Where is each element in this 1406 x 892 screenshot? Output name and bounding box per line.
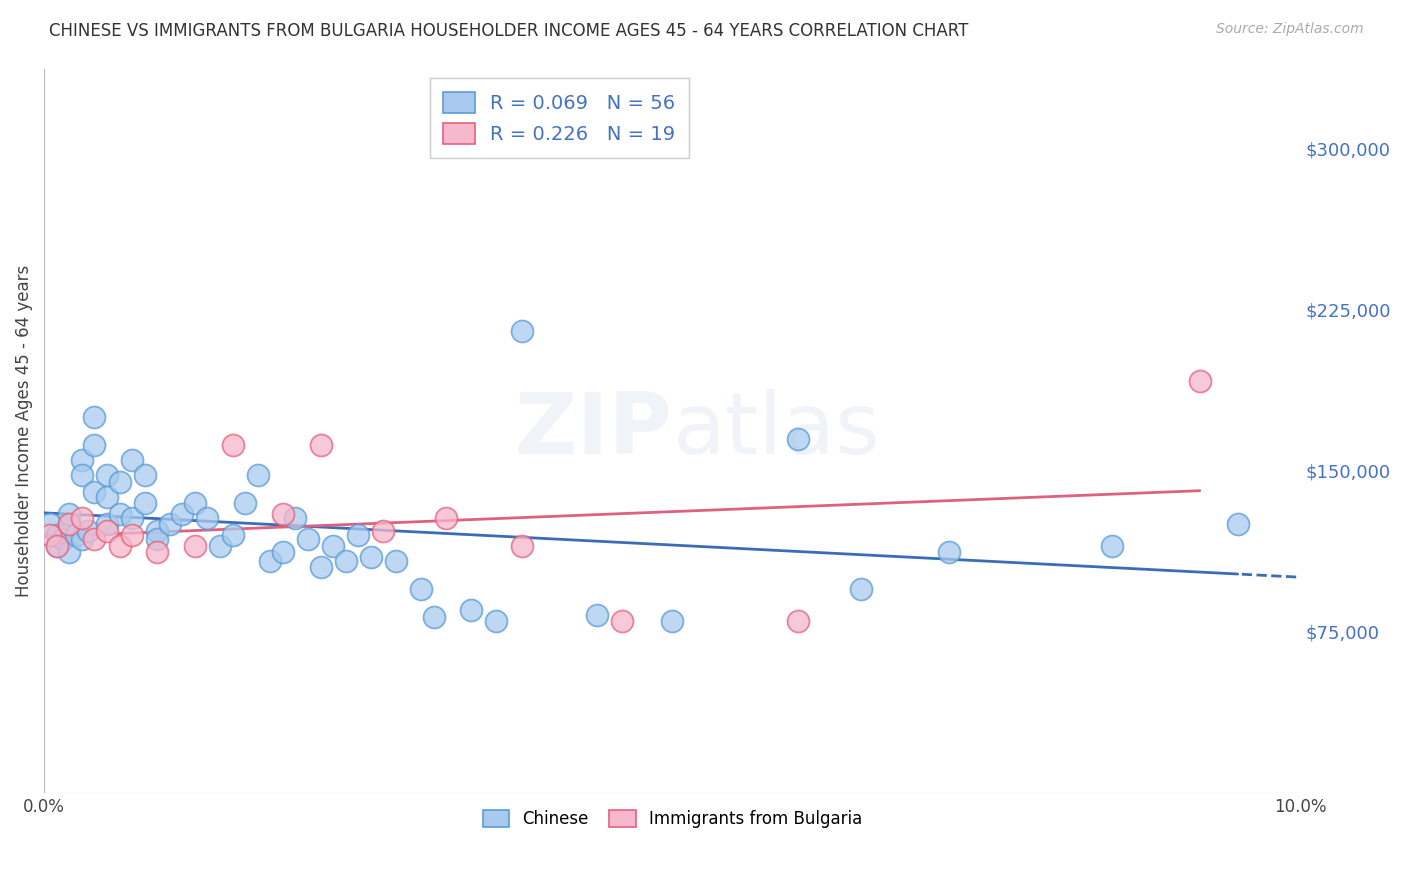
Point	[83, 533, 105, 547]
Point	[58, 507, 80, 521]
Point	[259, 554, 281, 568]
Point	[485, 614, 508, 628]
Point	[586, 607, 609, 622]
Point	[385, 554, 408, 568]
Point	[121, 528, 143, 542]
Point	[661, 614, 683, 628]
Point	[45, 528, 67, 542]
Point	[271, 545, 294, 559]
Point	[77, 524, 100, 538]
Point	[70, 453, 93, 467]
Point	[271, 507, 294, 521]
Point	[108, 539, 131, 553]
Point	[297, 533, 319, 547]
Point	[422, 609, 444, 624]
Point	[347, 528, 370, 542]
Point	[39, 528, 62, 542]
Point	[52, 533, 75, 547]
Point	[70, 533, 93, 547]
Point	[1189, 374, 1212, 388]
Point	[58, 517, 80, 532]
Point	[460, 603, 482, 617]
Point	[787, 614, 810, 628]
Point	[510, 324, 533, 338]
Point	[184, 496, 207, 510]
Point	[1226, 517, 1249, 532]
Point	[121, 511, 143, 525]
Point	[610, 614, 633, 628]
Point	[849, 582, 872, 596]
Point	[70, 511, 93, 525]
Point	[45, 539, 67, 553]
Point	[96, 468, 118, 483]
Text: atlas: atlas	[672, 389, 880, 472]
Point	[434, 511, 457, 525]
Point	[322, 539, 344, 553]
Point	[309, 438, 332, 452]
Point	[39, 517, 62, 532]
Legend: Chinese, Immigrants from Bulgaria: Chinese, Immigrants from Bulgaria	[475, 804, 869, 835]
Point	[83, 438, 105, 452]
Point	[373, 524, 395, 538]
Point	[360, 549, 382, 564]
Point	[146, 545, 169, 559]
Point	[45, 539, 67, 553]
Point	[146, 524, 169, 538]
Point	[233, 496, 256, 510]
Point	[246, 468, 269, 483]
Point	[1101, 539, 1123, 553]
Point	[172, 507, 194, 521]
Point	[146, 533, 169, 547]
Text: Source: ZipAtlas.com: Source: ZipAtlas.com	[1216, 22, 1364, 37]
Point	[335, 554, 357, 568]
Point	[108, 507, 131, 521]
Point	[96, 524, 118, 538]
Point	[938, 545, 960, 559]
Text: ZIP: ZIP	[515, 389, 672, 472]
Point	[221, 438, 243, 452]
Point	[108, 475, 131, 489]
Text: CHINESE VS IMMIGRANTS FROM BULGARIA HOUSEHOLDER INCOME AGES 45 - 64 YEARS CORREL: CHINESE VS IMMIGRANTS FROM BULGARIA HOUS…	[49, 22, 969, 40]
Point	[83, 485, 105, 500]
Point	[83, 410, 105, 425]
Point	[510, 539, 533, 553]
Point	[58, 545, 80, 559]
Point	[284, 511, 307, 525]
Point	[96, 517, 118, 532]
Point	[134, 468, 156, 483]
Point	[409, 582, 432, 596]
Point	[58, 517, 80, 532]
Point	[121, 453, 143, 467]
Point	[70, 468, 93, 483]
Point	[208, 539, 231, 553]
Point	[197, 511, 219, 525]
Point	[134, 496, 156, 510]
Point	[309, 560, 332, 574]
Y-axis label: Householder Income Ages 45 - 64 years: Householder Income Ages 45 - 64 years	[15, 264, 32, 597]
Point	[65, 528, 87, 542]
Point	[159, 517, 181, 532]
Point	[184, 539, 207, 553]
Point	[96, 490, 118, 504]
Point	[787, 432, 810, 446]
Point	[221, 528, 243, 542]
